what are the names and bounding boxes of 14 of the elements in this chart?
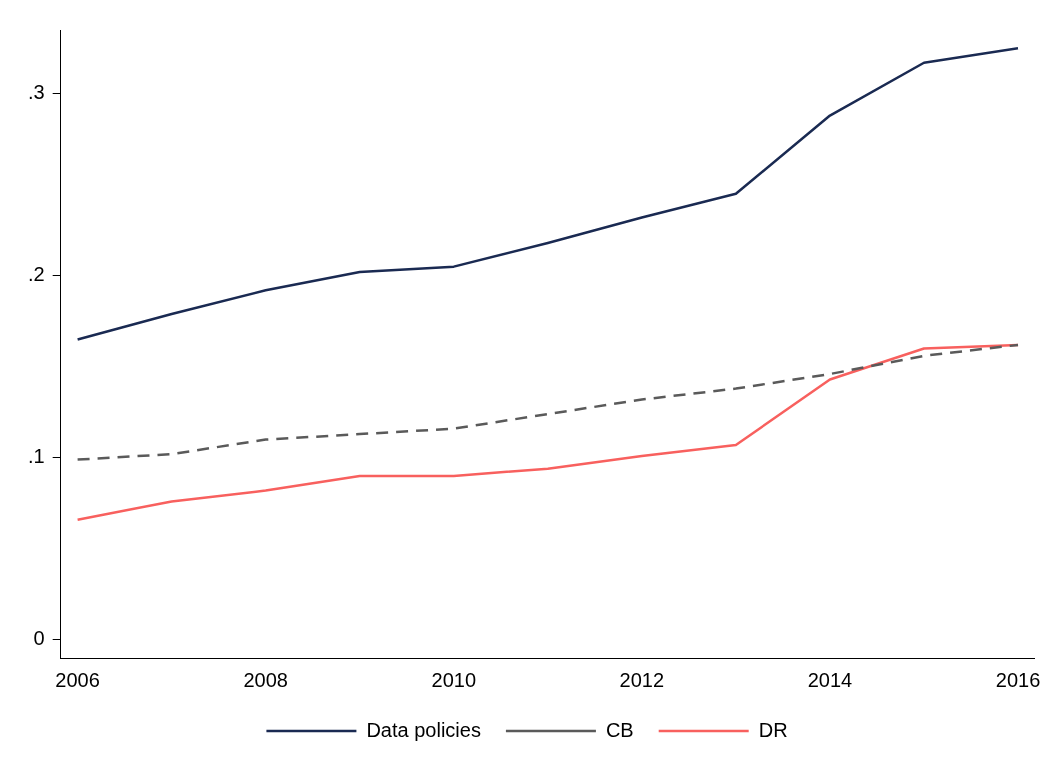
x-tick-label: 2016 [995, 668, 1041, 691]
x-tick-label: 2012 [619, 668, 665, 691]
legend-label: DR [758, 718, 788, 741]
y-tick-label: .2 [27, 263, 45, 286]
x-tick-label: 2010 [431, 668, 477, 691]
x-tick-label: 2008 [243, 668, 288, 691]
x-tick-label: 2006 [55, 668, 100, 691]
y-tick-label: .1 [27, 445, 45, 468]
y-tick-label: 0 [33, 627, 45, 650]
line-series [76, 343, 1020, 461]
y-tick-label: .3 [27, 81, 45, 104]
legend-label: Data policies [366, 718, 481, 741]
x-tick-label: 2014 [807, 668, 853, 691]
legend-label: CB [605, 718, 634, 741]
